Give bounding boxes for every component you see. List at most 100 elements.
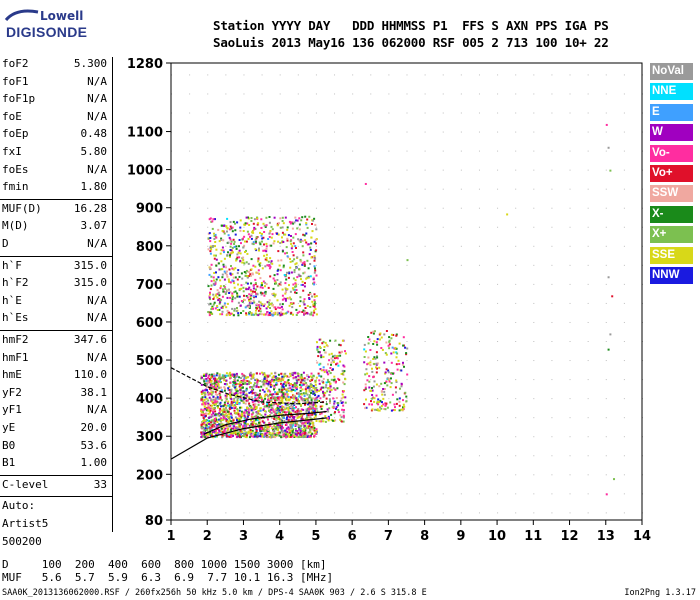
grid-dot (605, 112, 607, 114)
echo-point (285, 427, 288, 430)
echo-point (320, 354, 323, 357)
echo-point (334, 411, 336, 414)
echo-point (295, 433, 298, 436)
grid-dot (261, 74, 263, 76)
echo-point (219, 394, 222, 397)
grid-dot (424, 207, 426, 209)
echo-point (281, 383, 284, 386)
echo-point (367, 356, 370, 359)
echo-point (277, 429, 280, 431)
echo-point (255, 240, 257, 243)
grid-dot (497, 226, 499, 228)
echo-point (311, 300, 314, 303)
echo-point (342, 411, 345, 414)
echo-point (258, 409, 261, 412)
x-tick-label: 10 (488, 529, 506, 544)
echo-point (253, 301, 256, 304)
x-tick-label: 8 (420, 529, 429, 544)
echo-point (314, 402, 317, 405)
echo-point (263, 410, 266, 413)
echo-point (304, 400, 307, 403)
echo-point (221, 434, 224, 437)
echo-point (229, 245, 232, 248)
echo-point (274, 436, 277, 439)
echo-point (368, 380, 371, 383)
echo-point (287, 426, 290, 429)
echo-point (308, 387, 311, 390)
echo-point (272, 380, 275, 383)
echo-point (212, 410, 214, 413)
echo-point (367, 342, 370, 345)
echo-point (369, 361, 372, 364)
grid-dot (225, 112, 227, 114)
grid-dot (225, 150, 227, 152)
echo-point (233, 307, 236, 310)
echo-point (255, 418, 257, 421)
echo-point (223, 417, 226, 420)
grid-dot (533, 131, 535, 133)
echo-point (220, 422, 223, 425)
echo-point (295, 386, 298, 389)
echo-point (251, 398, 254, 400)
echo-point (236, 426, 239, 429)
grid-dot (424, 493, 426, 495)
echo-point (244, 421, 246, 424)
echo-point (235, 310, 238, 313)
echo-point (605, 493, 608, 496)
grid-dot (334, 264, 336, 266)
echo-point (292, 254, 295, 257)
grid-dot (533, 150, 535, 152)
echo-point (263, 231, 266, 233)
grid-dot (478, 112, 480, 114)
echo-point (280, 409, 283, 412)
echo-point (268, 422, 271, 425)
echo-point (310, 236, 313, 239)
echo-point (212, 245, 215, 247)
echo-point (214, 399, 217, 402)
echo-point (312, 392, 315, 395)
grid-dot (207, 321, 209, 323)
grid-dot (388, 188, 390, 190)
echo-point (231, 279, 234, 282)
grid-dot (587, 379, 589, 381)
echo-point (405, 395, 408, 398)
echo-point (299, 238, 302, 241)
echo-point (363, 389, 366, 392)
grid-dot (424, 436, 426, 438)
echo-point (371, 387, 373, 389)
echo-point (226, 415, 229, 418)
echo-point (220, 405, 222, 408)
echo-point (243, 397, 246, 400)
echo-point (240, 272, 243, 275)
echo-point (252, 435, 255, 438)
echo-point (222, 376, 225, 379)
echo-point (242, 400, 245, 403)
echo-point (234, 233, 237, 236)
echo-point (284, 403, 287, 406)
grid-dot (370, 150, 372, 152)
echo-point (314, 404, 317, 407)
echo-point (250, 405, 253, 408)
echo-point (406, 373, 409, 376)
echo-point (273, 409, 276, 412)
echo-point (209, 302, 212, 305)
echo-point (386, 406, 389, 409)
echo-point (282, 383, 285, 386)
echo-point (303, 433, 306, 435)
grid-dot (189, 207, 191, 209)
echo-point (276, 431, 279, 434)
echo-point (314, 400, 316, 403)
echo-point (236, 400, 239, 403)
grid-dot (315, 360, 317, 362)
echo-point (234, 377, 237, 380)
grid-dot (478, 379, 480, 381)
echo-point (320, 408, 323, 410)
param-key: yF1 (2, 403, 22, 417)
echo-point (310, 311, 313, 314)
echo-point (314, 394, 317, 397)
grid-dot (515, 321, 517, 323)
echo-point (270, 434, 272, 436)
echo-point (222, 404, 225, 407)
echo-point (396, 398, 399, 401)
grid-dot (605, 321, 607, 323)
